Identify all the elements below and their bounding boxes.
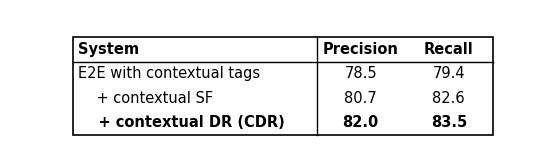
Text: + contextual SF: + contextual SF [78,91,213,106]
Text: Precision: Precision [323,42,399,57]
Text: 80.7: 80.7 [344,91,377,106]
Text: Recall: Recall [424,42,474,57]
Text: 82.0: 82.0 [343,115,379,130]
Text: E2E with contextual tags: E2E with contextual tags [78,66,260,81]
Text: 79.4: 79.4 [432,66,465,81]
Text: System: System [78,42,139,57]
Text: 83.5: 83.5 [431,115,467,130]
Text: 82.6: 82.6 [432,91,465,106]
Text: 78.5: 78.5 [344,66,377,81]
Text: + contextual DR (CDR): + contextual DR (CDR) [78,115,285,130]
